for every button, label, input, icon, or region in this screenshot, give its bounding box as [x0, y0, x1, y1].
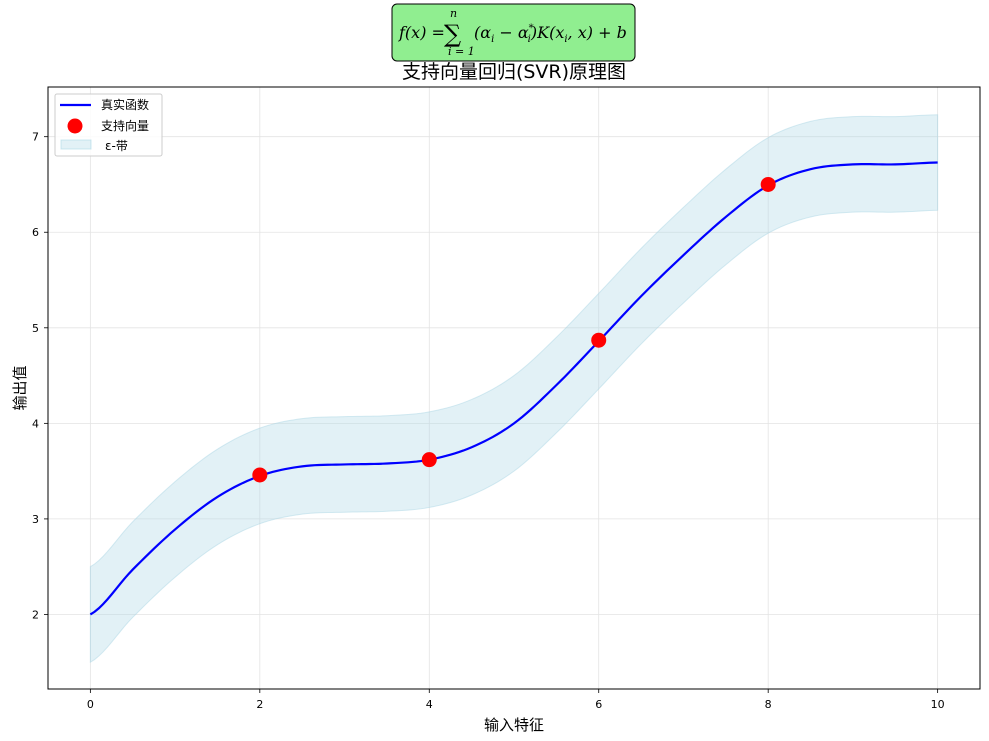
y-tick-label: 4	[32, 417, 39, 430]
y-tick-label: 6	[32, 226, 39, 239]
x-tick-label: 6	[595, 698, 602, 711]
y-tick-label: 3	[32, 513, 39, 526]
true-function-line	[89, 161, 938, 616]
x-tick-label: 0	[87, 698, 94, 711]
x-tick-label: 8	[765, 698, 772, 711]
svg-text:(αi − α*i)K(xi, x) + b: (αi − α* i)K(xi, x) + b	[474, 23, 627, 45]
y-axis-ticks: 2 3 4 5 6 7	[32, 131, 48, 621]
y-tick-label: 2	[32, 608, 39, 621]
legend-label-support-vectors: 支持向量	[101, 118, 149, 133]
y-axis-label: 输出值	[11, 365, 29, 410]
support-vector-point	[591, 332, 607, 348]
support-vector-point	[421, 452, 437, 468]
x-tick-label: 2	[256, 698, 263, 711]
x-axis-ticks: 0 2 4 6 8 10	[87, 689, 945, 711]
legend-label-epsilon-band: ε-带	[105, 139, 128, 153]
plot-area: 0 2 4 6 8 10 2 3 4 5 6 7	[32, 86, 981, 711]
support-vector-layer	[252, 176, 776, 483]
formula-sum-upper: n	[450, 7, 457, 20]
grid	[48, 87, 980, 689]
x-tick-label: 4	[426, 698, 433, 711]
legend-point-swatch	[67, 118, 83, 134]
epsilon-band-layer	[89, 114, 939, 664]
support-vector-point	[252, 467, 268, 483]
true-function-layer	[89, 161, 938, 616]
legend: 真实函数 支持向量 ε-带	[54, 93, 163, 157]
formula-box: f(x) = n ∑ i = 1 (αi − α* i)K(xi, x) + b	[391, 3, 636, 62]
epsilon-band	[89, 114, 939, 664]
formula-lhs: f(x) =	[398, 23, 445, 42]
legend-label-true-function: 真实函数	[101, 97, 149, 112]
svg-text:f(x) =: f(x) =	[398, 23, 445, 42]
formula-sum-sign: ∑	[444, 20, 461, 48]
y-tick-label: 5	[32, 322, 39, 335]
plot-frame	[47, 86, 981, 690]
y-tick-label: 7	[32, 131, 39, 144]
support-vector-point	[760, 176, 776, 192]
legend-band-swatch	[60, 139, 92, 150]
x-tick-label: 10	[931, 698, 945, 711]
chart-title: 支持向量回归(SVR)原理图	[402, 61, 626, 83]
x-axis-label: 输入特征	[484, 716, 544, 734]
formula-sum-lower: i = 1	[448, 45, 475, 58]
